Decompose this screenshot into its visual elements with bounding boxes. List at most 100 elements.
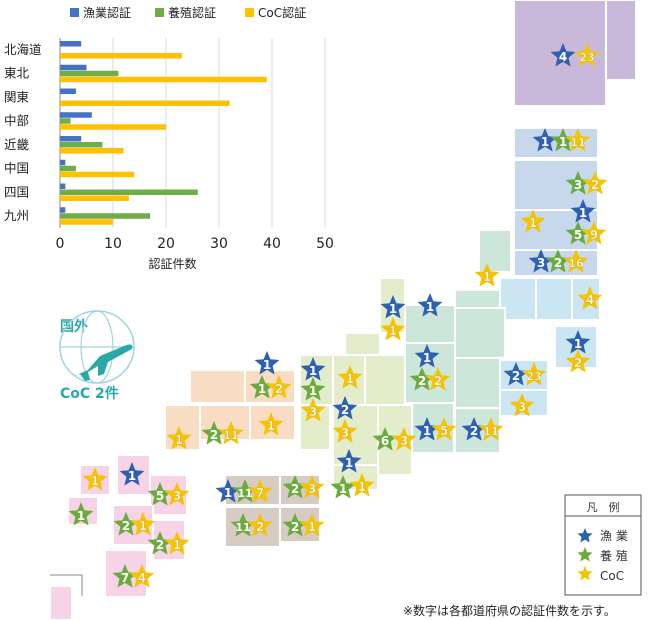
- star-count-label: 1: [559, 135, 567, 149]
- prefecture-tohoku-1: [513, 159, 599, 211]
- star-coc: 1: [349, 473, 375, 497]
- star-count-label: 1: [258, 382, 266, 396]
- prefecture-kinki-3: [364, 354, 406, 406]
- star-count-label: 1: [529, 216, 537, 230]
- star-aquaculture-icon: [68, 502, 94, 526]
- star-fishery-icon: [332, 396, 358, 420]
- star-fishery: 1: [215, 479, 241, 503]
- star-count-label: 3: [400, 434, 408, 448]
- star-fishery-icon: [300, 357, 326, 381]
- bar-coc: [60, 100, 230, 106]
- star-aquaculture-icon: [409, 367, 435, 391]
- star-coc-icon: [574, 43, 600, 67]
- star-fishery: 1: [414, 417, 440, 441]
- star-coc-icon: [258, 412, 284, 436]
- star-count-label: 2: [554, 256, 562, 270]
- star-aquaculture: 2: [147, 531, 173, 555]
- star-count-label: 3: [537, 256, 545, 270]
- legend-entry: 漁業認証: [83, 5, 131, 20]
- overseas-badge: 国外 CoC 2件: [59, 310, 135, 402]
- star-count-label: 1: [173, 538, 181, 552]
- star-coc-icon: [164, 482, 190, 506]
- legend-star-coc-icon: [577, 566, 593, 581]
- star-coc-icon: [582, 171, 608, 195]
- star-aquaculture: 7: [112, 564, 138, 588]
- prefecture-kinki-1: [344, 332, 381, 356]
- star-fishery-icon: [503, 362, 529, 386]
- airplane-icon: [72, 344, 133, 381]
- star-fishery-icon: [565, 330, 591, 354]
- legend-swatch: [70, 8, 79, 17]
- star-coc: 2: [266, 375, 292, 399]
- bar-fishery: [60, 159, 66, 166]
- star-coc: 1: [82, 467, 108, 491]
- star-aquaculture-icon: [550, 128, 576, 152]
- star-fishery: 1: [300, 357, 326, 381]
- star-aquaculture-icon: [232, 479, 258, 503]
- star-aquaculture: 2: [545, 249, 571, 273]
- star-aquaculture: 5: [565, 221, 591, 245]
- star-coc-icon: [299, 513, 325, 537]
- star-aquaculture: 6: [372, 427, 398, 451]
- star-count-label: 1: [423, 424, 431, 438]
- star-aquaculture: 1: [68, 502, 94, 526]
- bar-coc: [60, 76, 267, 83]
- star-fishery: 2: [503, 362, 529, 386]
- star-coc: 3: [332, 419, 358, 443]
- star-count-label: 1: [91, 474, 99, 488]
- star-coc: 1: [474, 263, 500, 287]
- legend-label-coc: CoC: [600, 569, 624, 583]
- star-fishery: 1: [119, 462, 145, 486]
- star-coc-icon: [565, 128, 591, 152]
- bar-aquaculture: [60, 189, 198, 195]
- star-fishery-icon: [215, 479, 241, 503]
- overseas-text: CoC 2件: [60, 385, 119, 402]
- star-count-label: 2: [275, 382, 283, 396]
- star-fishery-icon: [119, 462, 145, 486]
- bar-fishery: [60, 88, 76, 94]
- star-coc-icon: [247, 479, 273, 503]
- star-fishery: 1: [417, 293, 443, 317]
- star-count-label: 2: [210, 428, 218, 442]
- star-count-label: 3: [574, 178, 582, 192]
- category-label: 中部: [4, 113, 29, 128]
- star-count-label: 11: [483, 425, 498, 438]
- bar-fishery: [60, 64, 87, 71]
- category-label: 北海道: [4, 42, 42, 57]
- prefecture-chugoku-0: [189, 369, 246, 404]
- star-coc: 1: [166, 426, 192, 450]
- star-fishery-icon: [336, 449, 362, 473]
- bar-coc: [60, 148, 124, 154]
- star-count-label: 11: [237, 487, 252, 500]
- star-coc: 3: [509, 393, 535, 417]
- star-fishery-icon: [461, 417, 487, 441]
- star-aquaculture-icon: [230, 513, 256, 537]
- star-count-label: 5: [156, 489, 164, 503]
- star-coc: 1: [520, 209, 546, 233]
- prefecture-hokkaido-1: [605, 0, 637, 81]
- star-coc: 1: [130, 512, 156, 536]
- star-count-label: 1: [139, 519, 147, 533]
- bar-aquaculture: [60, 118, 71, 124]
- prefecture-kanto-1: [535, 277, 573, 321]
- star-coc: 23: [521, 362, 547, 386]
- legend-label-aquaculture: 養 殖: [600, 548, 628, 563]
- star-aquaculture: 1: [550, 128, 576, 152]
- bar-fishery: [60, 183, 66, 189]
- star-coc: 3: [164, 482, 190, 506]
- star-count-label: 1: [389, 324, 397, 338]
- prefecture-shikoku-2: [224, 506, 281, 548]
- star-coc-icon: [380, 317, 406, 341]
- star-coc-icon: [218, 421, 244, 445]
- star-count-label: 1: [175, 433, 183, 447]
- star-count-label: 1: [483, 270, 491, 284]
- star-coc: 7: [247, 479, 273, 503]
- star-count-label: 5: [574, 228, 582, 242]
- star-aquaculture-icon: [147, 482, 173, 506]
- star-count-label: 4: [586, 293, 594, 307]
- legend-entry: 養殖認証: [168, 5, 216, 20]
- bar-coc: [60, 195, 129, 201]
- bar-aquaculture: [60, 165, 76, 172]
- star-fishery: 2: [332, 396, 358, 420]
